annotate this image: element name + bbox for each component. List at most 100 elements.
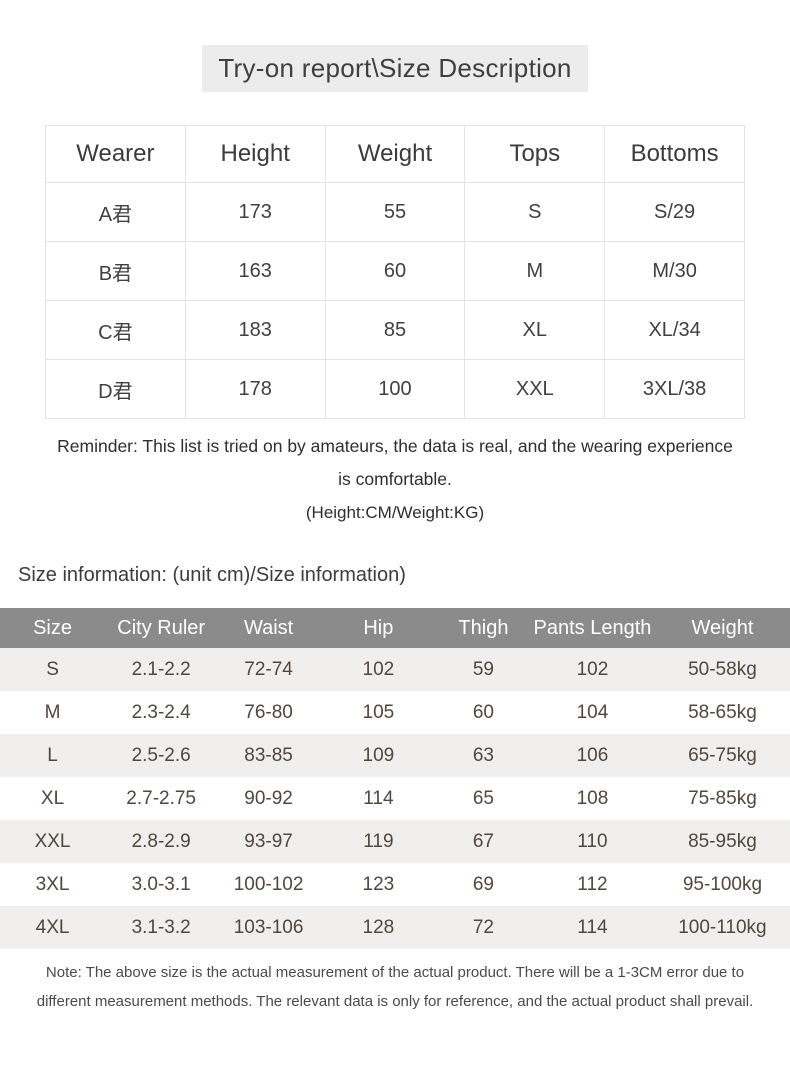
size-cell: 4XL bbox=[35, 916, 70, 938]
size-cell: 119 bbox=[363, 830, 394, 852]
tryon-cell: 55 bbox=[324, 182, 466, 242]
size-col-header-weight: Weight bbox=[654, 608, 790, 648]
tryon-cell: B君 bbox=[45, 241, 186, 301]
size-cell: 128 bbox=[362, 916, 395, 938]
table-row: 4XL 3.1-3.2 103-106 128 72 114 100-110kg bbox=[0, 906, 790, 949]
tryon-col-header-tops: Tops bbox=[464, 125, 606, 183]
size-col-header-waist: Waist bbox=[217, 608, 320, 648]
tryon-cell: XXL bbox=[464, 359, 606, 419]
tryon-cell: D君 bbox=[45, 359, 186, 419]
size-info-heading: Size information: (unit cm)/Size informa… bbox=[18, 564, 406, 586]
tryon-cell: S/29 bbox=[604, 182, 745, 242]
size-header-row: Size City Ruler Waist Hip Thigh Pants Le… bbox=[0, 608, 790, 648]
size-cell: 65-75kg bbox=[688, 744, 757, 766]
size-cell: 60 bbox=[472, 701, 494, 723]
size-cell: 63 bbox=[472, 744, 494, 766]
size-cell: 95-100kg bbox=[682, 873, 763, 895]
size-cell: 75-85kg bbox=[688, 787, 757, 809]
table-row: S 2.1-2.2 72-74 102 59 102 50-58kg bbox=[0, 648, 790, 691]
table-row: A君 173 55 S S/29 bbox=[45, 182, 745, 242]
size-cell: 2.8-2.9 bbox=[131, 830, 191, 852]
table-row: 3XL 3.0-3.1 100-102 123 69 112 95-100kg bbox=[0, 863, 790, 906]
tryon-cell: 183 bbox=[184, 300, 326, 360]
tryon-header-row: Wearer Height Weight Tops Bottoms bbox=[45, 125, 745, 183]
size-cell: 2.5-2.6 bbox=[131, 744, 191, 766]
size-cell: M bbox=[44, 701, 61, 723]
size-cell: XL bbox=[40, 787, 65, 809]
tryon-cell: 3XL/38 bbox=[604, 359, 745, 419]
size-cell: 72-74 bbox=[244, 658, 293, 680]
tryon-cell: 85 bbox=[324, 300, 466, 360]
units-text: (Height:CM/Weight:KG) bbox=[305, 503, 485, 522]
size-cell: 110 bbox=[577, 830, 608, 852]
table-row: M 2.3-2.4 76-80 105 60 104 58-65kg bbox=[0, 691, 790, 734]
size-cell: 93-97 bbox=[244, 830, 293, 852]
size-cell: 2.7-2.75 bbox=[126, 787, 197, 809]
tryon-cell: XL bbox=[464, 300, 606, 360]
note-text: Note: The above size is the actual measu… bbox=[36, 964, 754, 1010]
size-cell: 114 bbox=[363, 787, 394, 809]
size-cell: 90-92 bbox=[244, 787, 293, 809]
tryon-cell: 60 bbox=[324, 241, 466, 301]
size-cell: 112 bbox=[577, 873, 608, 895]
table-row: C君 183 85 XL XL/34 bbox=[45, 300, 745, 360]
size-cell: 65 bbox=[472, 787, 494, 809]
page-title: Try-on report\Size Description bbox=[202, 45, 588, 92]
size-cell: 2.3-2.4 bbox=[131, 701, 191, 723]
tryon-report-table: Wearer Height Weight Tops Bottoms A君 173… bbox=[45, 125, 745, 419]
tryon-col-header-weight: Weight bbox=[324, 125, 466, 183]
size-cell: 108 bbox=[576, 787, 609, 809]
table-row: XXL 2.8-2.9 93-97 119 67 110 85-95kg bbox=[0, 820, 790, 863]
size-cell: 83-85 bbox=[244, 744, 293, 766]
size-cell: 105 bbox=[362, 701, 395, 723]
tryon-cell: 173 bbox=[184, 182, 326, 242]
size-col-header-pants-length: Pants Length bbox=[530, 608, 655, 648]
size-cell: 103-106 bbox=[233, 916, 304, 938]
size-cell: S bbox=[46, 658, 59, 680]
size-cell: 85-95kg bbox=[688, 830, 757, 852]
size-cell: 59 bbox=[472, 658, 494, 680]
table-row: B君 163 60 M M/30 bbox=[45, 241, 745, 301]
size-cell: 67 bbox=[472, 830, 494, 852]
reminder-text: Reminder: This list is tried on by amate… bbox=[57, 436, 733, 489]
tryon-col-header-height: Height bbox=[184, 125, 326, 183]
tryon-cell: C君 bbox=[45, 300, 186, 360]
table-row: D君 178 100 XXL 3XL/38 bbox=[45, 359, 745, 419]
size-cell: XXL bbox=[34, 830, 71, 852]
size-cell: 3.1-3.2 bbox=[131, 916, 191, 938]
table-row: L 2.5-2.6 83-85 109 63 106 65-75kg bbox=[0, 734, 790, 777]
size-cell: 58-65kg bbox=[688, 701, 757, 723]
size-cell: 3XL bbox=[35, 873, 70, 895]
size-cell: 69 bbox=[472, 873, 494, 895]
tryon-cell: XL/34 bbox=[604, 300, 745, 360]
size-col-header-city-ruler: City Ruler bbox=[105, 608, 218, 648]
size-cell: 106 bbox=[576, 744, 609, 766]
table-row: XL 2.7-2.75 90-92 114 65 108 75-85kg bbox=[0, 777, 790, 820]
size-cell: 50-58kg bbox=[688, 658, 757, 680]
size-cell: 3.0-3.1 bbox=[131, 873, 191, 895]
size-cell: 76-80 bbox=[244, 701, 293, 723]
tryon-cell: 100 bbox=[324, 359, 466, 419]
tryon-cell: M bbox=[464, 241, 606, 301]
size-cell: 123 bbox=[362, 873, 395, 895]
tryon-cell: S bbox=[464, 182, 606, 242]
size-col-header-thigh: Thigh bbox=[436, 608, 531, 648]
size-col-header-hip: Hip bbox=[319, 608, 437, 648]
size-cell: 100-110kg bbox=[678, 916, 767, 938]
size-cell: 104 bbox=[576, 701, 609, 723]
tryon-cell: M/30 bbox=[604, 241, 745, 301]
tryon-cell: 163 bbox=[184, 241, 326, 301]
tryon-col-header-wearer: Wearer bbox=[45, 125, 186, 183]
tryon-col-header-bottoms: Bottoms bbox=[604, 125, 745, 183]
size-cell: 109 bbox=[362, 744, 395, 766]
size-cell: 102 bbox=[576, 658, 609, 680]
size-cell: 114 bbox=[577, 916, 608, 938]
size-info-table: Size City Ruler Waist Hip Thigh Pants Le… bbox=[0, 608, 790, 949]
size-col-header-size: Size bbox=[0, 608, 106, 648]
size-cell: L bbox=[47, 744, 58, 766]
title-banner: Try-on report\Size Description bbox=[0, 0, 790, 92]
tryon-cell: A君 bbox=[45, 182, 186, 242]
size-cell: 72 bbox=[472, 916, 494, 938]
tryon-cell: 178 bbox=[184, 359, 326, 419]
size-cell: 102 bbox=[362, 658, 395, 680]
